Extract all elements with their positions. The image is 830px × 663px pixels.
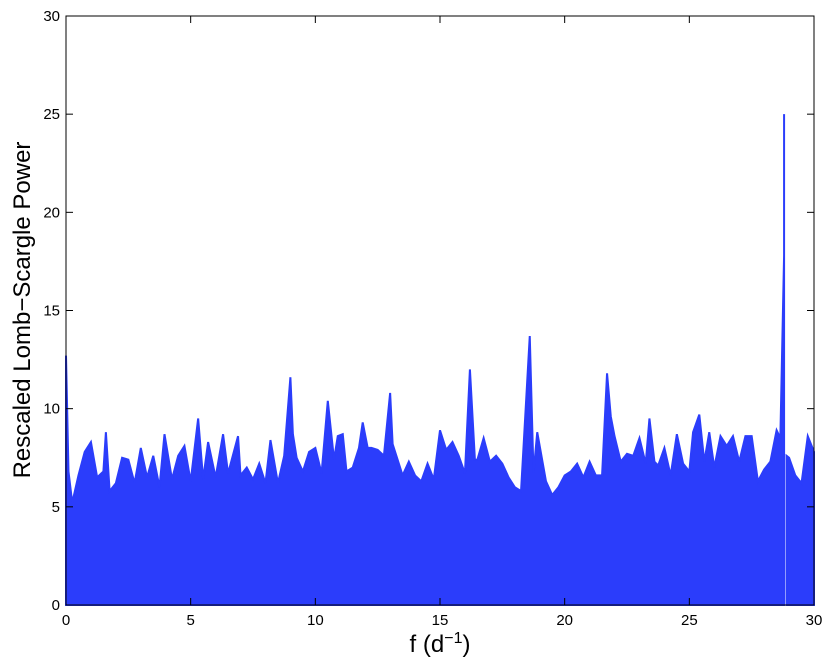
y-tick-label: 25 [43, 106, 60, 123]
x-axis-label: f (d−1) [410, 630, 471, 658]
x-label-text: f (d [410, 631, 445, 658]
y-tick-label: 10 [43, 401, 60, 418]
y-tick-label: 0 [52, 597, 60, 614]
y-tick-label: 20 [43, 204, 60, 221]
x-tick-label: 25 [681, 612, 698, 629]
x-tick-label: 15 [432, 612, 449, 629]
y-tick-label: 30 [43, 8, 60, 25]
x-tick-label: 10 [307, 612, 324, 629]
x-tick-label: 20 [556, 612, 573, 629]
x-tick-label: 30 [806, 612, 823, 629]
x-label-text: ) [462, 631, 470, 658]
y-tick-label: 5 [52, 499, 60, 516]
y-tick-label: 15 [43, 303, 60, 320]
x-label-exponent: −1 [444, 630, 462, 647]
x-tick-label: 0 [62, 612, 70, 629]
x-tick-label: 5 [186, 612, 194, 629]
y-axis-label: Rescaled Lomb−Scargle Power [9, 142, 36, 479]
